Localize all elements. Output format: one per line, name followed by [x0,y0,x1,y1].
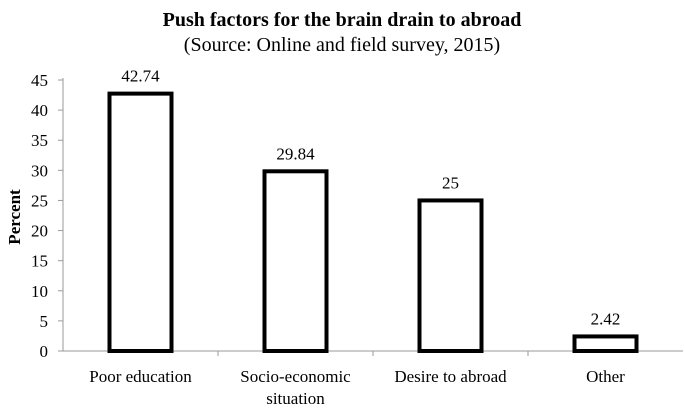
y-tick-label: 30 [31,161,48,180]
x-category-label: Poor education [89,367,192,386]
y-tick-label: 40 [31,101,48,120]
x-category-label: Desire to abroad [394,367,507,386]
data-label: 42.74 [121,67,160,86]
x-category-label: Socio-economic [240,367,351,386]
y-tick-label: 0 [40,342,49,361]
bar [262,169,329,353]
data-label: 2.42 [591,309,621,328]
y-tick-label: 20 [31,222,48,241]
y-tick-label: 15 [31,252,48,271]
x-category-label: situation [266,389,325,408]
y-tick-label: 45 [31,71,48,90]
x-category-label: Other [586,367,625,386]
data-labels: 42.74 29.84 25 2.42 [121,67,620,329]
chart-subtitle: (Source: Online and field survey, 2015) [184,34,500,56]
bars [107,91,639,353]
y-tick-label: 10 [31,282,48,301]
x-axis-categories: Poor education Socio-economic situation Des… [89,367,625,408]
bar [417,198,484,353]
y-axis-label: Percent [5,189,24,245]
data-label: 25 [442,173,459,192]
bar [572,334,639,353]
y-axis-ticks: 0 5 10 15 20 25 30 35 40 45 [31,71,63,361]
bar [107,91,174,353]
y-tick-label: 25 [31,191,48,210]
data-label: 29.84 [276,144,315,163]
y-tick-label: 5 [40,312,49,331]
y-tick-label: 35 [31,131,48,150]
chart-title: Push factors for the brain drain to abro… [163,9,522,31]
